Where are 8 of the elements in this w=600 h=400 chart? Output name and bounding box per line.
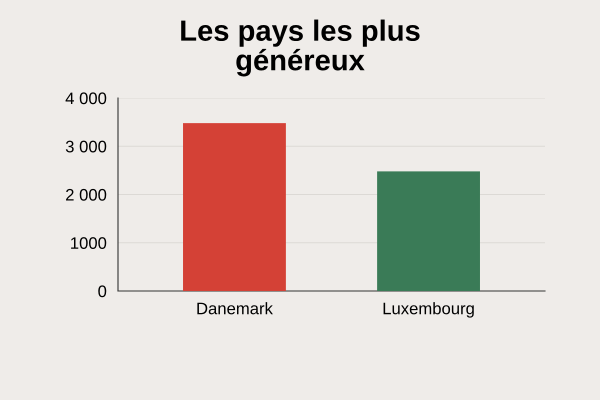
chart-title: Les pays les plus généreux (181, 20, 420, 76)
y-tick-label: 4 000 (66, 92, 106, 104)
x-tick-label: Luxembourg (384, 302, 474, 318)
x-tick-label: Danemark (197, 302, 273, 314)
y-tick-label: 2 000 (66, 188, 106, 201)
y-tick-label: 0 (98, 285, 106, 298)
y-tick-label: 3 000 (66, 140, 106, 152)
y-tick-label: 1000 (71, 237, 106, 249)
